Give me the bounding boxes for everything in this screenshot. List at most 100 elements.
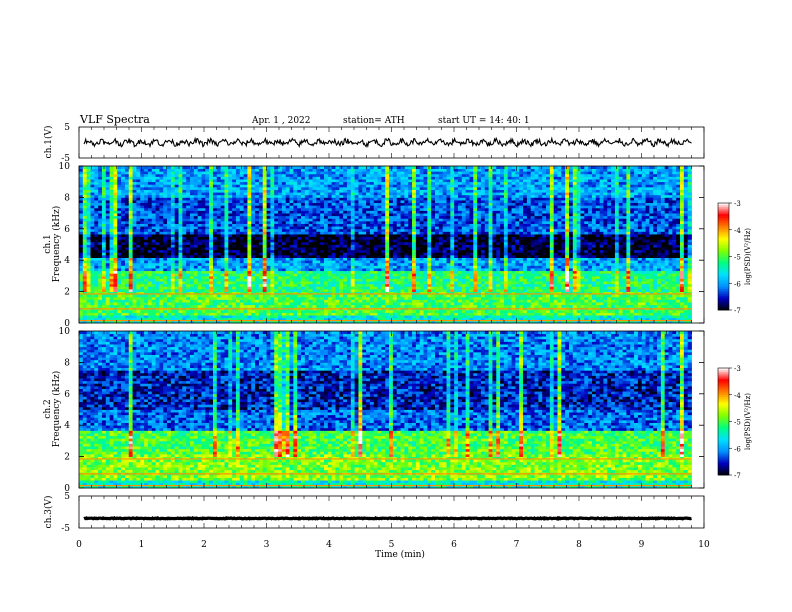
spectrogram-cell <box>128 241 133 245</box>
spectrogram-cell <box>362 239 367 243</box>
spectrogram-cell <box>339 275 344 279</box>
spectrogram-cell <box>228 194 233 198</box>
spectrogram-cell <box>312 294 317 298</box>
spectrogram-cell <box>159 231 164 235</box>
spectrogram-cell <box>343 302 348 306</box>
spectrogram-cell <box>82 171 88 175</box>
spectrogram-cell <box>354 304 359 308</box>
spectrogram-cell <box>220 213 225 217</box>
spectrogram-cell <box>155 210 160 214</box>
spectrogram-cell <box>281 218 287 222</box>
spectrogram-cell <box>335 296 340 300</box>
spectrogram-cell <box>228 202 233 206</box>
spectrogram-cell <box>270 320 275 324</box>
spectrogram-cell <box>136 197 141 201</box>
spectrogram-cell <box>232 302 237 306</box>
spectrogram-cell <box>243 215 248 219</box>
spectrogram-cell <box>385 294 390 298</box>
spectrogram-cell <box>389 228 394 232</box>
spectrogram-cell <box>281 304 287 308</box>
spectrogram-cell <box>392 171 398 175</box>
spectrogram-cell <box>174 288 179 292</box>
spectrogram-cell <box>147 179 153 183</box>
spectrogram-cell <box>147 244 153 248</box>
spectrogram-cell <box>251 302 256 306</box>
spectrogram-cell <box>243 184 248 188</box>
spectrogram-cell <box>167 228 172 232</box>
spectrogram-cell <box>170 254 176 258</box>
spectrogram-cell <box>94 241 99 245</box>
spectrogram-cell <box>209 320 214 324</box>
spectrogram-cell <box>354 236 359 240</box>
spectrogram-cell <box>343 315 348 319</box>
spectrogram-cell <box>373 286 378 290</box>
spectrogram-cell <box>113 236 118 240</box>
spectrogram-cell <box>331 286 336 290</box>
spectrogram-cell <box>105 299 111 303</box>
spectrogram-cell <box>216 244 222 248</box>
spectrogram-cell <box>324 262 329 266</box>
spectrogram-cell <box>121 186 126 190</box>
spectrogram-cell <box>304 218 310 222</box>
spectrogram-cell <box>117 241 122 245</box>
spectrogram-cell <box>212 186 218 190</box>
spectrogram-cell <box>140 220 145 224</box>
spectrogram-cell <box>124 192 130 196</box>
spectrogram-cell <box>373 231 378 235</box>
spectrogram-cell <box>339 192 344 196</box>
spectrogram-cell <box>385 281 390 285</box>
spectrogram-cell <box>366 205 371 209</box>
spectrogram-cell <box>289 179 294 183</box>
spectrogram-cell <box>270 228 275 232</box>
spectrogram-cell <box>182 220 187 224</box>
spectrogram-cell <box>243 296 248 300</box>
spectrogram-cell <box>121 304 126 308</box>
spectrogram-cell <box>278 215 283 219</box>
spectrogram-cell <box>224 315 229 319</box>
spectrogram-cell <box>136 288 141 292</box>
spectrogram-cell <box>327 249 333 253</box>
spectrogram-cell <box>205 186 210 190</box>
spectrogram-cell <box>147 220 153 224</box>
spectrogram-cell <box>182 317 187 321</box>
spectrogram-cell <box>136 291 141 295</box>
spectrogram-cell <box>197 278 202 282</box>
spectrogram-cell <box>121 226 126 230</box>
spectrogram-cell <box>308 270 313 274</box>
spectrogram-cell <box>239 278 245 282</box>
spectrogram-cell <box>243 291 248 295</box>
spectrogram-cell <box>289 249 294 253</box>
spectrogram-cell <box>343 220 348 224</box>
spectrogram-cell <box>136 249 141 253</box>
spectrogram-cell <box>224 270 229 274</box>
spectrogram-cell <box>346 260 352 264</box>
spectrogram-cell <box>343 252 348 256</box>
spectrogram-cell <box>197 265 202 269</box>
spectrogram-cell <box>389 244 394 248</box>
spectrogram-cell <box>258 281 264 285</box>
spectrogram-cell <box>224 260 229 264</box>
spectrogram-cell <box>205 166 210 170</box>
spectrogram-cell <box>124 173 130 177</box>
spectrogram-cell <box>212 247 218 251</box>
spectrogram-cell <box>266 239 271 243</box>
spectrogram-cell <box>132 202 137 206</box>
spectrogram-cell <box>193 294 199 298</box>
spectrogram-cell <box>94 252 99 256</box>
spectrogram-cell <box>281 275 287 279</box>
spectrogram-cell <box>343 210 348 214</box>
spectrogram-cell <box>301 236 306 240</box>
spectrogram-cell <box>109 228 114 232</box>
spectrogram-cell <box>151 202 156 206</box>
spectrogram-cell <box>132 299 137 303</box>
spectrogram-cell <box>385 315 390 319</box>
spectrogram-cell <box>186 278 191 282</box>
spectrogram-cell <box>301 207 306 211</box>
spectrogram-cell <box>389 288 394 292</box>
spectrogram-cell <box>124 296 130 300</box>
spectrogram-cell <box>247 215 252 219</box>
spectrogram-cell <box>239 197 245 201</box>
spectrogram-cell <box>224 200 229 204</box>
spectrogram-cell <box>182 236 187 240</box>
spectrogram-cell <box>270 273 275 277</box>
